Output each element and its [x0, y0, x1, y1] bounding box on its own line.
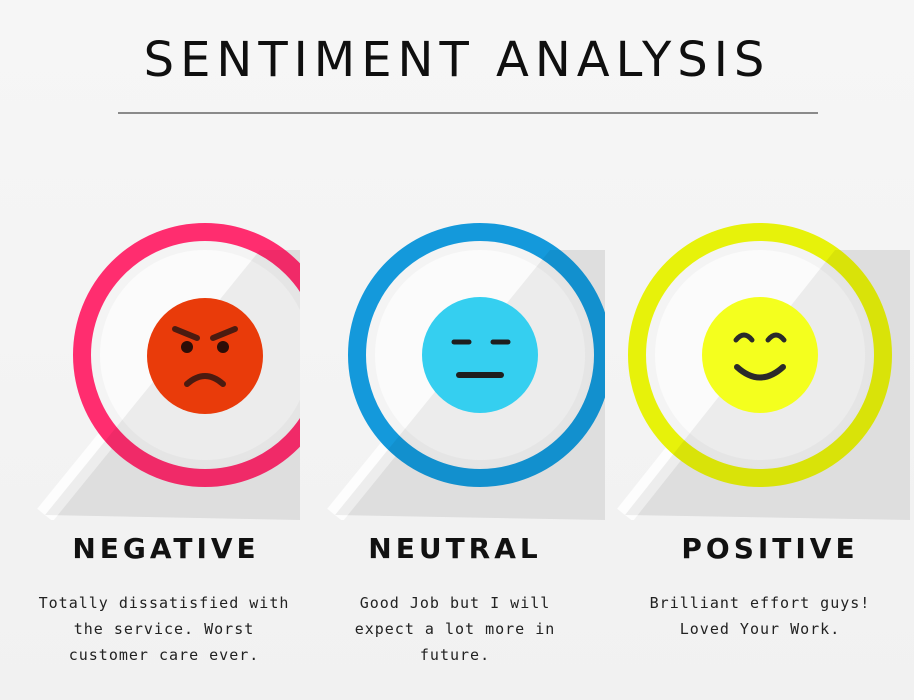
sentiment-description: Brilliant effort guys! Loved Your Work.: [649, 594, 871, 638]
sentiment-description: Good Job but I will expect a lot more in…: [354, 594, 556, 664]
positive-ring: [628, 223, 892, 487]
neutral-card: NEUTRAL Good Job but I will expect a lot…: [305, 170, 605, 670]
neutral-illustration: [327, 223, 605, 520]
sentiment-label: POSITIVE: [681, 532, 859, 565]
sentiment-label: NEUTRAL: [368, 532, 542, 565]
negative-illustration: [37, 223, 300, 520]
sentiment-description: Totally dissatisfied with the service. W…: [38, 594, 290, 664]
page-title: SENTIMENT ANALYSIS: [143, 32, 771, 88]
positive-card: POSITIVE Brilliant effort guys! Loved Yo…: [610, 170, 910, 670]
smiling-face-icon: [702, 297, 818, 413]
angry-face-icon: [147, 298, 263, 414]
sentiment-label: NEGATIVE: [72, 532, 260, 565]
negative-ring: [73, 223, 300, 487]
positive-illustration: [617, 223, 910, 520]
neutral-face-icon: [422, 297, 538, 413]
negative-card: NEGATIVE Totally dissatisfied with the s…: [0, 170, 300, 670]
neutral-ring: [348, 223, 605, 487]
title-divider: [118, 112, 818, 114]
